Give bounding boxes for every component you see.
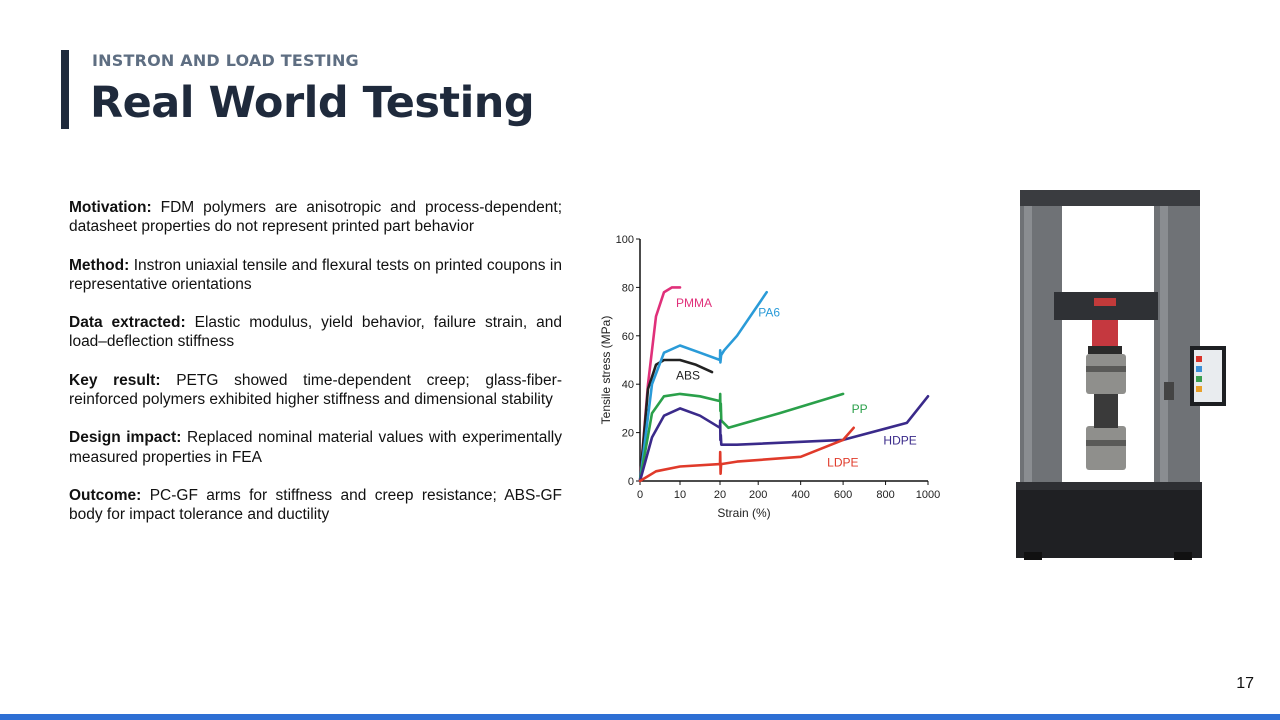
chart-series-group — [638, 286, 930, 483]
y-tick-label: 40 — [622, 379, 634, 391]
bullet-design-impact: Design impact: Replaced nominal material… — [69, 428, 562, 467]
series-label-abs: ABS — [676, 368, 700, 382]
x-axis-label: Strain (%) — [717, 506, 770, 520]
series-label-hdpe: HDPE — [883, 434, 916, 448]
bullet-list: Motivation: FDM polymers are anisotropic… — [69, 198, 562, 544]
bullet-label: Key result: — [69, 371, 161, 389]
chart-label-group: PMMA ABS PA6 PP HDPE LDPE — [676, 296, 917, 470]
section-kicker: INSTRON AND LOAD TESTING — [92, 51, 359, 70]
y-tick-label: 60 — [622, 331, 634, 343]
bullet-label: Outcome: — [69, 486, 142, 504]
y-tick-label: 20 — [622, 428, 634, 440]
bullet-label: Method: — [69, 256, 130, 274]
instron-machine-image — [1016, 190, 1226, 560]
series-label-pp: PP — [852, 402, 868, 416]
series-line-abs — [638, 358, 714, 483]
bullet-key-result: Key result: PETG showed time-dependent c… — [69, 371, 562, 410]
series-line-hdpe — [638, 395, 930, 483]
bullet-text: PETG showed time-dependent creep; glass-… — [69, 371, 562, 409]
x-tick-label: 600 — [834, 489, 852, 501]
x-tick-label: 1000 — [916, 489, 940, 501]
bullet-label: Design impact: — [69, 429, 182, 447]
x-tick-label: 400 — [791, 489, 809, 501]
bullet-method: Method: Instron uniaxial tensile and fle… — [69, 256, 562, 295]
x-tick-label: 10 — [674, 489, 686, 501]
bullet-text: Elastic modulus, yield behavior, failure… — [69, 314, 562, 351]
series-line-pa6 — [638, 290, 768, 483]
y-tick-label: 100 — [616, 234, 634, 246]
chart-axes: 0 10 20 200 400 600 800 1000 0 20 40 60 80 100 Strain … — [599, 234, 940, 520]
stress-strain-chart: 0 10 20 200 400 600 800 1000 0 20 40 60 80 100 Strain … — [596, 227, 942, 527]
bullet-label: Data extracted: — [69, 314, 186, 332]
bullet-text: FDM polymers are anisotropic and process… — [69, 199, 563, 236]
series-line-ldpe — [638, 426, 855, 483]
instron-machine-photo — [1014, 186, 1230, 562]
y-axis-label: Tensile stress (MPa) — [599, 316, 613, 425]
chart-svg: 0 10 20 200 400 600 800 1000 0 20 40 60 80 100 Strain … — [599, 234, 940, 520]
bullet-data-extracted: Data extracted: Elastic modulus, yield b… — [69, 313, 562, 352]
series-label-pa6: PA6 — [758, 305, 780, 319]
bullet-text: Instron uniaxial tensile and flexural te… — [69, 256, 562, 293]
x-tick-label: 20 — [714, 489, 726, 501]
page-title: Real World Testing — [90, 78, 535, 128]
x-tick-label: 0 — [637, 489, 643, 501]
bullet-text: Replaced nominal material values with ex… — [69, 429, 563, 466]
x-tick-label: 800 — [876, 489, 894, 501]
y-tick-label: 80 — [622, 282, 634, 294]
bullet-text: PC-GF arms for stiffness and creep resis… — [69, 486, 562, 524]
x-tick-label: 200 — [749, 489, 767, 501]
accent-bar — [61, 50, 69, 129]
series-label-ldpe: LDPE — [827, 455, 858, 469]
bullet-label: Motivation: — [69, 199, 152, 216]
bullet-outcome: Outcome: PC-GF arms for stiffness and cr… — [69, 486, 562, 525]
bullet-motivation: Motivation: FDM polymers are anisotropic… — [69, 198, 562, 237]
series-line-pp — [638, 392, 845, 483]
y-tick-label: 0 — [628, 476, 634, 488]
footer-accent-bar — [0, 714, 1280, 720]
page-number: 17 — [1236, 675, 1254, 692]
series-label-pmma: PMMA — [676, 296, 712, 310]
